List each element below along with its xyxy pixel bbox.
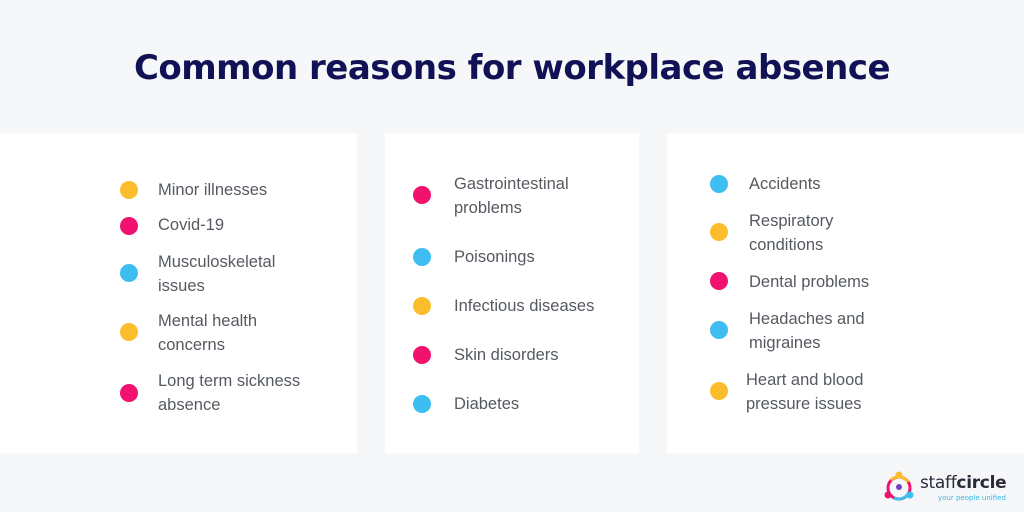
bullet-dot-icon — [120, 181, 138, 199]
bullet-dot-icon — [710, 382, 728, 400]
list-item-label: Long term sickness absence — [158, 372, 301, 414]
bullet-dot-icon — [710, 175, 728, 193]
bullet-dot-icon — [710, 223, 728, 241]
staffcircle-logo: staffcircle your people unified — [882, 470, 1012, 506]
list-item-label: Dental problems — [749, 273, 870, 291]
logo-wordmark: staffcircle — [920, 473, 1007, 493]
list-item-label: Accidents — [749, 175, 821, 193]
list-item-label: Skin disorders — [454, 346, 559, 364]
bullet-dot-icon — [120, 217, 138, 235]
bullet-dot-icon — [120, 323, 138, 341]
list-item-label: Infectious diseases — [454, 297, 595, 315]
reasons-card-1: Minor illnesses Covid-19 Musculoskeletal… — [0, 133, 357, 453]
bullet-dot-icon — [120, 264, 138, 282]
list-item-label: Heart and blood pressure issues — [746, 371, 864, 413]
bullet-dot-icon — [710, 321, 728, 339]
logo-tagline: your people unified — [938, 494, 1006, 502]
reasons-card-3: Accidents Respiratory conditions Dental … — [667, 133, 1024, 453]
list-item-label: Covid-19 — [158, 216, 225, 234]
list-item-label: Poisonings — [454, 248, 535, 266]
bullet-dot-icon — [413, 395, 431, 413]
bullet-dot-icon — [413, 248, 431, 266]
reasons-card-2: Gastrointestinal problems Poisonings Inf… — [385, 133, 639, 453]
list-item-label: Minor illnesses — [158, 181, 268, 199]
bullet-dot-icon — [413, 297, 431, 315]
staffcircle-logo-icon — [884, 471, 914, 501]
list-item-label: Mental health concerns — [158, 312, 258, 354]
list-item-label: Headaches and migraines — [749, 310, 865, 352]
page-title: Common reasons for workplace absence — [133, 48, 891, 88]
bullet-dot-icon — [413, 346, 431, 364]
bullet-dot-icon — [120, 384, 138, 402]
list-item-label: Diabetes — [454, 395, 520, 413]
bullet-dot-icon — [710, 272, 728, 290]
list-item-label: Gastrointestinal problems — [454, 175, 569, 217]
list-item-label: Respiratory conditions — [749, 212, 834, 254]
list-item-label: Musculoskeletal issues — [158, 253, 276, 295]
bullet-dot-icon — [413, 186, 431, 204]
